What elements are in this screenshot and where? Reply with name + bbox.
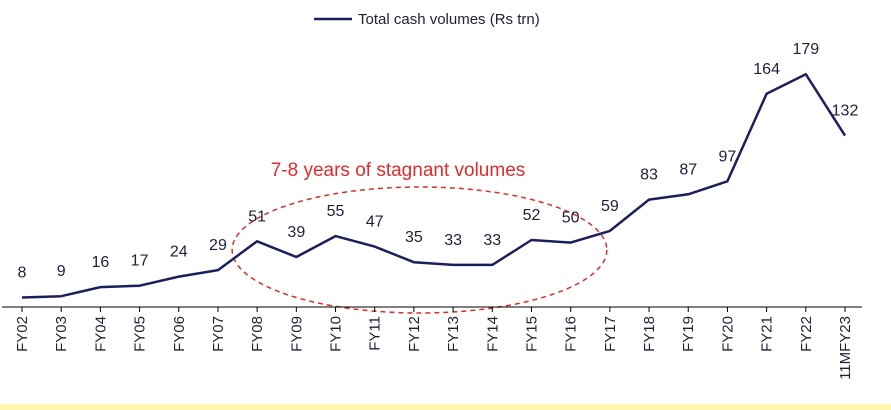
data-label: 55 bbox=[327, 203, 345, 220]
x-tick-label: FY14 bbox=[484, 316, 501, 352]
data-label: 97 bbox=[719, 148, 737, 165]
data-label: 16 bbox=[91, 254, 109, 271]
stagnant-volumes-ellipse bbox=[231, 186, 608, 314]
x-tick-label: FY10 bbox=[328, 316, 345, 352]
x-tick-label: FY02 bbox=[14, 316, 31, 352]
x-tick-label: FY03 bbox=[53, 316, 70, 352]
x-tick-label: FY08 bbox=[249, 316, 266, 352]
x-tick-label: FY07 bbox=[210, 316, 227, 352]
data-label: 179 bbox=[792, 41, 819, 58]
data-label: 87 bbox=[679, 161, 697, 178]
x-tick-label: FY09 bbox=[288, 316, 305, 352]
x-tick-label: FY12 bbox=[406, 316, 423, 352]
bottom-strip bbox=[0, 404, 891, 410]
data-label: 59 bbox=[601, 198, 619, 215]
data-label: 24 bbox=[170, 244, 188, 261]
x-tick-label: FY22 bbox=[798, 316, 815, 352]
data-label: 47 bbox=[366, 214, 384, 231]
data-label: 29 bbox=[209, 237, 227, 254]
data-label: 83 bbox=[640, 167, 658, 184]
legend-label: Total cash volumes (Rs trn) bbox=[358, 11, 540, 28]
x-tick-label: FY11 bbox=[367, 316, 384, 351]
x-tick-label: FY16 bbox=[563, 316, 580, 352]
data-label: 51 bbox=[248, 208, 266, 225]
x-tick-label: FY05 bbox=[132, 316, 149, 352]
data-labels: 8 9 16 17 24 29 51 39 55 47 35 33 33 52 50 59 83 87 97 164 1… bbox=[18, 41, 859, 281]
data-label: 9 bbox=[57, 263, 66, 280]
x-tick-label: FY04 bbox=[92, 316, 109, 352]
data-label: 17 bbox=[131, 253, 149, 270]
x-tick-label: FY18 bbox=[641, 316, 658, 352]
data-label: 50 bbox=[562, 210, 580, 227]
legend: Total cash volumes (Rs trn) bbox=[314, 11, 540, 28]
x-tick-label: FY20 bbox=[719, 316, 736, 352]
annotation-text: 7-8 years of stagnant volumes bbox=[271, 160, 526, 181]
data-label: 164 bbox=[753, 61, 780, 78]
x-tick-label: FY21 bbox=[759, 316, 776, 352]
x-tick-label: FY15 bbox=[523, 316, 540, 352]
data-label: 33 bbox=[444, 232, 462, 249]
series-line-total-cash-volumes bbox=[21, 72, 847, 299]
x-tick-label: FY19 bbox=[680, 316, 697, 352]
x-axis-tick-labels: FY02 FY03 FY04 FY05 FY06 FY07 FY08 FY09 FY10 FY11… bbox=[14, 316, 854, 380]
x-axis-ticks bbox=[21, 307, 846, 312]
x-tick-label: FY06 bbox=[171, 316, 188, 352]
x-tick-label: FY17 bbox=[602, 316, 619, 352]
data-label: 132 bbox=[832, 103, 859, 120]
x-tick-label: 11MFY23 bbox=[837, 316, 854, 380]
data-label: 8 bbox=[18, 265, 27, 282]
annotation: 7-8 years of stagnant volumes bbox=[231, 160, 608, 314]
data-label: 33 bbox=[483, 232, 501, 249]
x-tick-label: FY13 bbox=[445, 316, 462, 352]
data-label: 39 bbox=[287, 224, 305, 241]
data-label: 52 bbox=[523, 207, 541, 224]
data-label: 35 bbox=[405, 229, 423, 246]
